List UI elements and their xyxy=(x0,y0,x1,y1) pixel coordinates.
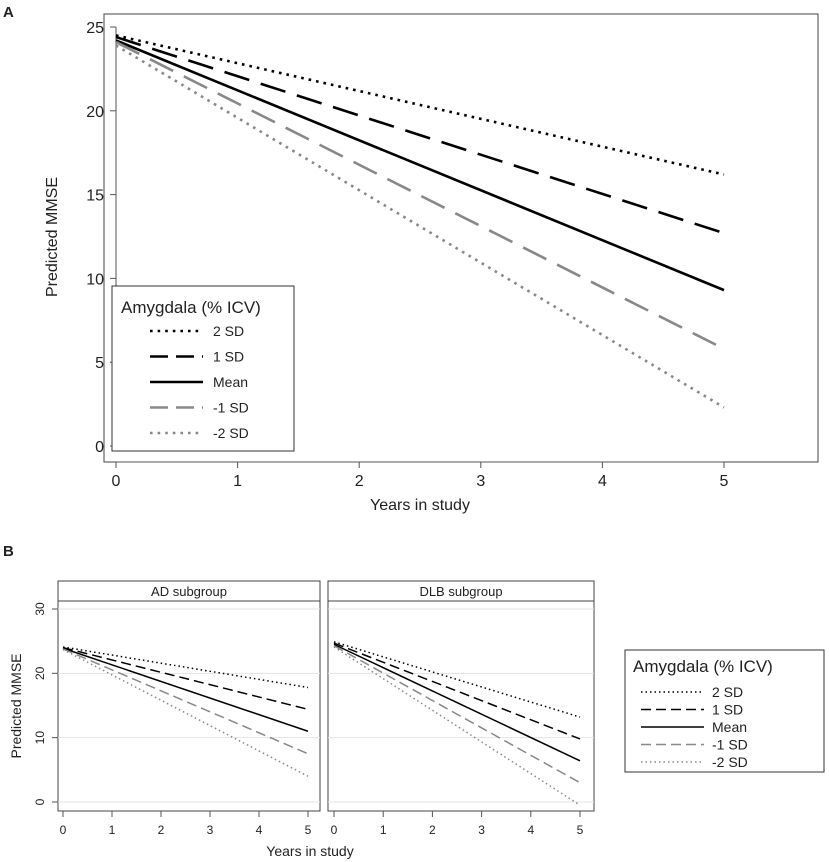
panel-b-label: B xyxy=(3,543,14,560)
panel-b-x-tick-label: 2 xyxy=(429,823,436,837)
panel-b-x-tick-label: 4 xyxy=(256,823,263,837)
panel-a-legend: Amygdala (% ICV) 2 SD 1 SD Mean -1 SD -2 SD xyxy=(112,286,294,451)
panel-a-y-axis-title: Predicted MMSE xyxy=(44,177,61,297)
panel-b-plot: AD subgroup DLB subgroup 0 10 20 30 0 1 2 3 4 5 0… xyxy=(8,581,824,859)
panel-a-series-line-mean xyxy=(116,40,724,290)
panel-a-y-tick-label: 10 xyxy=(86,271,104,288)
dlb-subplot-frame xyxy=(328,601,594,811)
panel-a-x-axis-title: Years in study xyxy=(370,497,470,514)
panel-a-legend-label-2-sd: 2 SD xyxy=(213,323,244,339)
panel-b-dlb-subgroup-line-1-sd xyxy=(334,643,580,739)
panel-a-y-tick-label: 25 xyxy=(86,20,104,37)
panel-b-y-tick-label: 30 xyxy=(33,602,47,616)
panel-a-x-tick-label: 4 xyxy=(598,473,607,490)
panel-b-legend-label-2-sd: -2 SD xyxy=(712,754,748,770)
panel-b-x-axis-title: Years in study xyxy=(266,843,353,859)
panel-b-x-tick-label: 0 xyxy=(331,823,338,837)
panel-a-y-tick-label: 15 xyxy=(86,188,104,205)
panel-b-ad-subgroup-line-2-sd xyxy=(63,650,308,777)
panel-a-legend-label-2-sd: -2 SD xyxy=(213,425,249,441)
panel-b-y-axis-title: Predicted MMSE xyxy=(8,653,24,758)
panel-b-x-tick-label: 0 xyxy=(60,823,67,837)
panel-b-ad-subgroup-line-1-sd xyxy=(63,648,308,710)
panel-b-ad-subgroup-line-mean xyxy=(63,648,308,731)
panel-a-legend-title: Amygdala (% ICV) xyxy=(121,298,261,317)
panel-b-legend-label-2-sd: 2 SD xyxy=(712,684,743,700)
panel-a-label: A xyxy=(3,4,14,21)
panel-b-y-tick-label: 0 xyxy=(33,798,47,805)
panel-b-x-tick-label: 2 xyxy=(158,823,165,837)
panel-b-x-tick-label: 4 xyxy=(527,823,534,837)
panel-b-subplot-ad: AD subgroup xyxy=(58,581,320,811)
panel-b-y-tick-label: 20 xyxy=(33,666,47,680)
panel-b-dlb-subgroup-line-1-sd xyxy=(334,646,580,783)
panel-a-x-tick-label: 0 xyxy=(112,473,121,490)
panel-a-legend-label-1-sd: -1 SD xyxy=(213,400,249,416)
panel-b-dlb-subgroup-line-2-sd xyxy=(334,642,580,717)
panel-b-subplot-dlb: DLB subgroup xyxy=(328,581,594,811)
panel-a-series-line-1-sd xyxy=(116,37,724,233)
ad-subplot-frame xyxy=(58,601,320,811)
panel-a-x-tick-label: 2 xyxy=(355,473,364,490)
panel-a-plot: 0 5 10 15 20 25 0 1 2 3 4 5 Predicted MMSE Years i… xyxy=(44,14,818,514)
panel-a-x-tick-label: 1 xyxy=(233,473,242,490)
panel-b-dlb-subgroup-line-mean xyxy=(334,644,580,760)
panel-b-x-tick-label: 5 xyxy=(305,823,312,837)
panel-b-x-tick-label: 1 xyxy=(109,823,116,837)
panel-b-dlb-subgroup-line-2-sd xyxy=(334,647,580,805)
figure: A 0510152025 012345 Predicted MMSE Years… xyxy=(0,0,829,862)
panel-a-y-tick-label: 20 xyxy=(86,104,104,121)
dlb-subplot-title: DLB subgroup xyxy=(419,584,502,599)
panel-b-legend-label-1-sd: -1 SD xyxy=(712,737,748,753)
panel-b-x-tick-label: 5 xyxy=(577,823,584,837)
panel-a-y-tick-label: 0 xyxy=(95,439,104,456)
panel-a-y-tick-label: 5 xyxy=(95,355,104,372)
panel-a-legend-label-mean: Mean xyxy=(213,374,248,390)
panel-b-y-tick-label: 10 xyxy=(33,731,47,745)
panel-a-series-line-2-sd xyxy=(116,35,724,174)
panel-a-legend-label-1-sd: 1 SD xyxy=(213,349,244,365)
panel-b-legend-label-1-sd: 1 SD xyxy=(712,702,743,718)
panel-b-x-tick-label: 3 xyxy=(207,823,214,837)
panel-b-x-tick-label: 1 xyxy=(380,823,387,837)
panel-a-x-tick-label: 3 xyxy=(476,473,485,490)
panel-b-ad-subgroup-line-2-sd xyxy=(63,647,308,688)
ad-subplot-title: AD subgroup xyxy=(151,584,227,599)
panel-b-legend-label-mean: Mean xyxy=(712,719,747,735)
panel-b-legend-title: Amygdala (% ICV) xyxy=(633,657,773,676)
panel-b-x-tick-label: 3 xyxy=(478,823,485,837)
panel-a-x-tick-label: 5 xyxy=(720,473,729,490)
